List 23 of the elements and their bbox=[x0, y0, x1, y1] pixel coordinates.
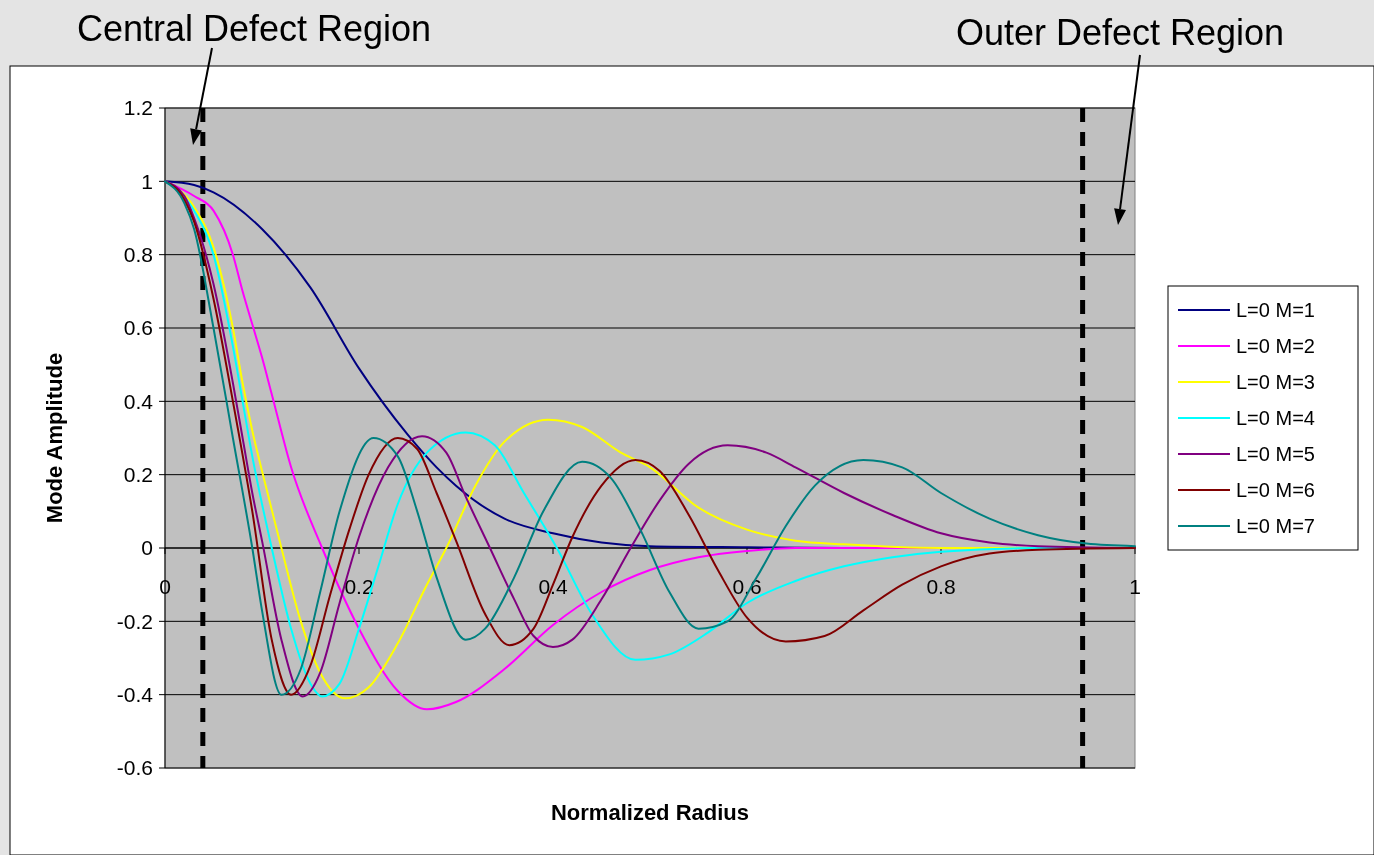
legend-label: L=0 M=5 bbox=[1236, 443, 1315, 465]
y-tick-label: -0.6 bbox=[116, 756, 153, 780]
text: Central Defect Region bbox=[76, 7, 432, 49]
legend-label: L=0 M=1 bbox=[1236, 299, 1315, 321]
y-tick-label: 0.4 bbox=[123, 389, 154, 413]
y-tick-label: -0.2 bbox=[116, 609, 153, 633]
y-tick-label: -0.4 bbox=[116, 683, 154, 707]
x-tick-label: 1 bbox=[1129, 575, 1141, 598]
legend-label: L=0 M=3 bbox=[1236, 371, 1315, 393]
y-tick-label: 1 bbox=[141, 169, 153, 193]
y-tick-label: 1.2 bbox=[123, 96, 153, 120]
y-axis-title: Mode Amplitude bbox=[42, 352, 67, 524]
y-tick-label: 0.6 bbox=[123, 316, 153, 340]
legend-label: L=0 M=2 bbox=[1236, 335, 1315, 357]
x-axis-title: Normalized Radius bbox=[550, 800, 750, 825]
legend-label: L=0 M=7 bbox=[1236, 515, 1315, 537]
legend-label: L=0 M=4 bbox=[1236, 407, 1315, 429]
legend-label: L=0 M=6 bbox=[1236, 479, 1315, 501]
y-tick-label: 0.2 bbox=[123, 463, 153, 487]
y-tick-label: 0.8 bbox=[123, 243, 153, 267]
text: Outer Defect Region bbox=[955, 11, 1285, 53]
x-tick-label: 0.8 bbox=[926, 575, 956, 598]
y-tick-label: 0 bbox=[141, 536, 153, 560]
